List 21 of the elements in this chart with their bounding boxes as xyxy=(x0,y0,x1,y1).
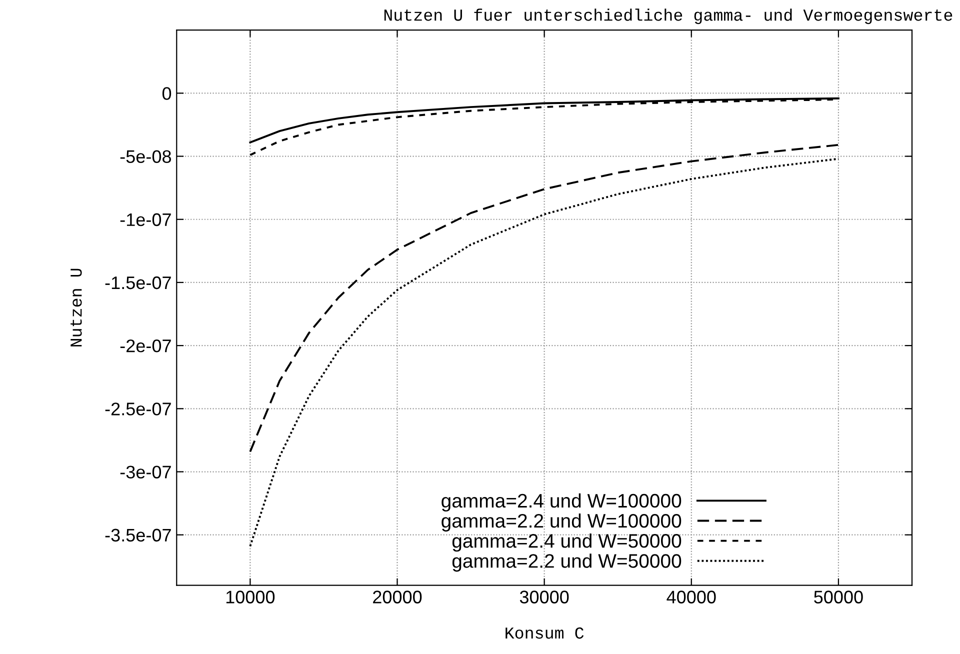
y-tick-label: 0 xyxy=(162,87,172,100)
x-tick-label: 10000 xyxy=(226,590,275,604)
y-axis-title: Nutzen U xyxy=(70,268,82,346)
legend-label: gamma=2.4 und W=100000 xyxy=(442,493,682,512)
legend-label: gamma=2.2 und W=50000 xyxy=(452,554,682,572)
y-tick-label: -1e-07 xyxy=(120,213,171,226)
chart-title: Nutzen U fuer unterschiedliche gamma- und Vermoegenswerte xyxy=(384,8,952,24)
y-tick-label: -2.5e-07 xyxy=(105,402,171,416)
x-tick-label: 30000 xyxy=(520,590,569,604)
x-tick-label: 40000 xyxy=(666,590,716,604)
y-tick-label: -2e-07 xyxy=(120,340,171,352)
x-axis-title: Konsum C xyxy=(506,627,584,639)
legend-label: gamma=2.2 und W=100000 xyxy=(442,513,682,532)
line-series xyxy=(249,144,840,453)
y-tick-label: -3.5e-07 xyxy=(105,528,171,542)
x-tick-label: 20000 xyxy=(373,590,422,604)
legend-label: gamma=2.4 und W=50000 xyxy=(452,534,682,552)
x-tick-label: 50000 xyxy=(814,590,863,604)
y-tick-label: -3e-07 xyxy=(120,466,171,478)
y-tick-label: -1.5e-07 xyxy=(105,276,171,290)
y-tick-label: -5e-08 xyxy=(120,150,171,163)
